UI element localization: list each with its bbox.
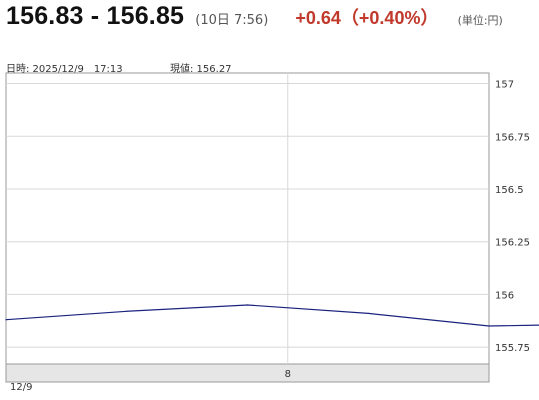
x-axis-band — [5, 363, 490, 383]
price-chart[interactable]: 155.75 156 156.25 156.5 156.75 157 8101214161… — [0, 72, 539, 400]
hover-datetime: 日時: 2025/12/9 17:13 — [6, 64, 123, 75]
y-tick-label: 155.75 — [495, 343, 530, 354]
bid-ask-price: 156.83 - 156.85 — [6, 2, 185, 30]
grid-lines — [6, 73, 489, 364]
unit-label: (単位:円) — [457, 14, 503, 27]
y-tick-label: 157 — [495, 80, 514, 91]
y-tick-label: 156.5 — [495, 185, 524, 196]
price-point — [5, 319, 7, 321]
plot-area — [5, 72, 490, 365]
y-tick-label: 156.75 — [495, 132, 530, 143]
date-label: 12/9 — [10, 382, 32, 393]
quote-timestamp: (10日 7:56) — [195, 13, 269, 28]
y-tick-label: 156 — [495, 290, 514, 301]
series-group — [5, 304, 539, 327]
y-tick-label: 156.25 — [495, 238, 530, 249]
date-labels: 12/912/10 — [10, 382, 32, 393]
hover-current-value: 現値: 156.27 — [170, 64, 232, 75]
price-change: +0.64（+0.40%） — [295, 8, 439, 28]
y-axis: 155.75 156 156.25 156.5 156.75 157 — [495, 80, 530, 355]
x-axis: 8101214161820220246 — [285, 369, 291, 380]
price-point — [246, 304, 249, 306]
price-point — [126, 310, 128, 312]
price-point — [488, 325, 490, 327]
price-point — [367, 312, 369, 314]
quote-header: 156.83 - 156.85 (10日 7:56) +0.64（+0.40%）… — [6, 2, 536, 36]
x-tick-label: 8 — [285, 369, 291, 380]
